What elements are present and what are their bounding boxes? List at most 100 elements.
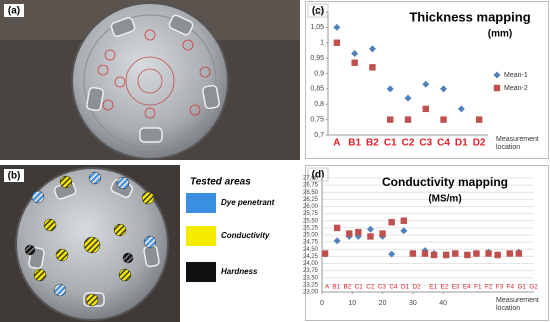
point [440,85,448,93]
category-label: D2 [473,138,486,149]
y-tick-label: 23,00 [303,290,319,296]
y-tick-label: 0,85 [310,86,324,93]
panel-label: (b) [8,171,21,182]
point [400,217,407,224]
category-label: C3 [419,138,432,149]
x-axis-label-fo: Measurement location [496,297,539,312]
legend-label: Hardness [221,267,258,276]
tested-areas-legend: Tested areas Dye penetrant Conductivity … [186,177,275,282]
legend-marker [493,84,501,92]
point [368,45,376,53]
category-label: A [333,138,340,149]
y-tick-label: 26,50 [303,190,319,196]
point [494,251,501,259]
point [351,50,359,58]
x-axis-label-fo: Measurement location [496,136,539,151]
chart-subtitle: (mm) [488,29,512,40]
chart-title: Thickness mapping [409,9,530,24]
category-label: C2 [402,138,415,149]
chart-title: Conductivity mapping [382,175,508,189]
x-axis-label: Measurement location [496,136,539,151]
point [464,251,471,259]
point [442,251,450,259]
x-tick-label: 10 [348,300,356,307]
category-label: C1 [384,138,397,149]
y-tick-label: 24,00 [303,261,319,267]
annotation: A B1 B2 C1 C2 C3 C4 D1 D2 E1 E2 E3 E4 F1… [325,284,538,291]
x-tick-label: 30 [409,300,417,307]
point [515,250,523,257]
point [366,225,374,233]
point [440,116,447,123]
chart-frame [305,165,549,321]
point [351,59,358,66]
x-axis-label: Measurement location [496,297,539,312]
y-tick-label: 25,50 [303,218,319,224]
point [321,250,329,257]
point [388,250,396,258]
point [367,233,374,240]
point [386,85,394,93]
point [485,250,492,257]
x-tick-label: 0 [320,300,324,307]
point [422,80,430,88]
category-label: B1 [348,138,361,149]
point [379,230,386,237]
legend-label: Dye penetrant [221,198,275,207]
y-tick-label: 0,9 [314,70,324,77]
y-tick-label: 26,25 [303,197,319,203]
panel-label: (a) [8,6,20,17]
x-tick-label: 40 [439,300,447,307]
point [506,250,513,257]
legend-label: Conductivity [221,231,270,240]
point [422,105,429,113]
chart-frame [305,1,549,159]
point [430,251,438,259]
point [421,250,429,257]
category-label: D1 [455,138,468,149]
point [452,250,459,257]
category-label: C4 [437,138,450,149]
y-tick-label: 1 [320,40,324,47]
point [404,116,412,123]
point [346,230,353,237]
y-tick-label: 26,75 [303,183,319,189]
x-tick-label: 20 [379,300,387,307]
point [333,39,341,46]
point [388,218,395,226]
y-tick-label: 24,75 [303,240,319,246]
legend-swatch [186,226,216,246]
panel-label: (d) [312,170,325,181]
point [333,224,341,232]
point [333,237,341,245]
point [404,94,412,102]
legend-marker [493,71,501,79]
point [369,64,376,71]
legend-swatch [186,262,216,282]
y-tick-label: 25,25 [303,225,319,231]
y-tick-label: 1,05 [310,24,324,31]
chart-subtitle: (MS/m) [428,194,461,205]
y-tick-label: 0,8 [314,101,324,108]
y-tick-label: 0,7 [314,132,324,139]
y-tick-label: 26,00 [303,204,319,210]
y-tick-label: 24,25 [303,254,319,260]
point [457,105,465,113]
y-tick-label: 1,1 [314,9,324,16]
y-tick-label: 23,50 [303,275,319,281]
legend-label: Mean-2 [504,85,528,92]
point [475,116,483,123]
point [400,227,408,235]
point [409,250,417,257]
point [333,23,341,31]
y-tick-label: 25,75 [303,211,319,217]
y-tick-label: 0,95 [310,55,324,62]
y-tick-label: 25,00 [303,233,319,239]
y-tick-label: 27,00 [303,176,319,182]
legend-label: Mean-1 [504,72,528,79]
photo-b: (b) [0,165,180,322]
legend-title: Tested areas [190,177,251,188]
y-tick-label: 0,75 [310,116,324,123]
point [387,116,394,123]
